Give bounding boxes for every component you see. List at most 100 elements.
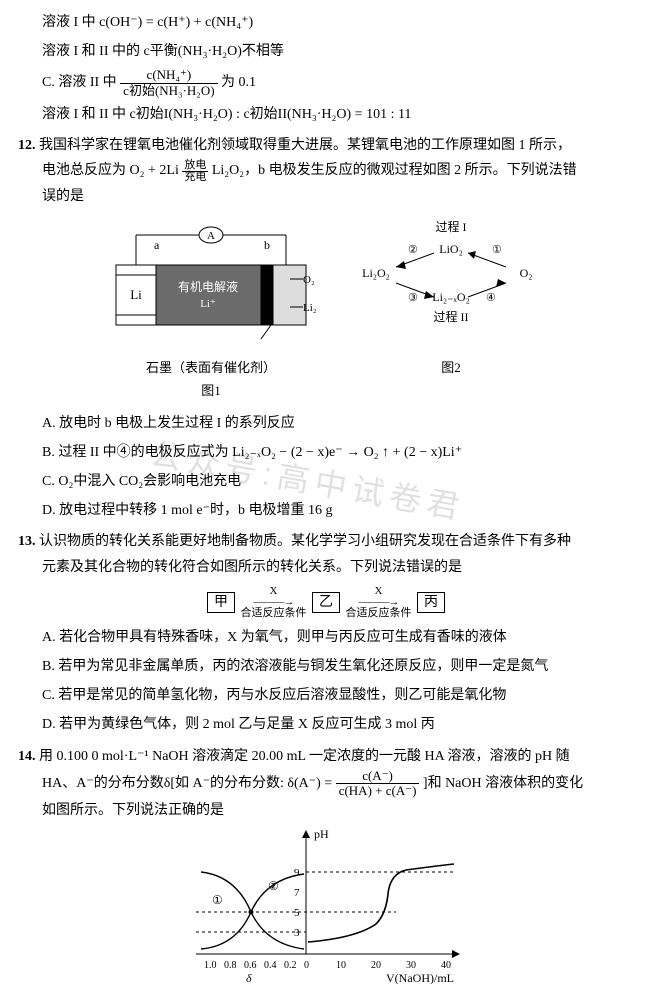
q12-text3: 误的是 (42, 184, 634, 209)
q13-scheme: 甲 X ———→ 合适反应条件 乙 X ———→ 合适反应条件 丙 (18, 586, 634, 619)
arrow-2: X ———→ 合适反应条件 (346, 586, 412, 619)
text: O₂中混入 CO₂会影响电池充电 (58, 474, 241, 489)
q12-option-d: D. 放电过程中转移 1 mol e⁻时，b 电极增重 16 g (42, 498, 634, 523)
text: 放电过程中转移 1 mol e⁻时，b 电极增重 16 g (59, 503, 332, 518)
denominator: c初始(NH₃·H₂O) (120, 84, 217, 98)
titration-chart: pH 3 5 7 9 ① ② 1.0 0.8 0.6 0.4 0.2 0 10 (176, 824, 476, 984)
text: Li₂O₂，b 电极发生反应的微观过程如图 2 所示。下列说法错 (212, 163, 577, 178)
ammeter-label: A (207, 230, 215, 242)
li2xo2-node: Li₂₋ₓO₂ (432, 290, 470, 304)
q14-number: 14. (18, 749, 36, 764)
q11-option-b: 溶液 I 和 II 中的 c平衡(NH₃·H₂O)不相等 (42, 39, 634, 64)
process-diagram: 过程 I LiO₂ Li₂O₂ O₂ Li₂₋ₓO₂ ① ② ③ ④ 过程 II (356, 217, 546, 347)
box-bing: 丙 (417, 592, 445, 614)
arrow-1: X ———→ 合适反应条件 (241, 586, 307, 619)
text: HA、A⁻的分布分数δ[如 A⁻的分布分数: δ(A⁻) = (42, 776, 336, 791)
terminal-a: a (154, 238, 160, 252)
graphite-label: 石墨（表面有催化剂） (106, 356, 316, 379)
circle-2: ② (408, 244, 418, 256)
svg-text:0.4: 0.4 (264, 960, 277, 971)
text: 若化合物甲具有特殊香味，X 为氧气，则甲与丙反应可生成有香味的液体 (59, 630, 507, 645)
q13-option-d: D. 若甲为黄绿色气体，则 2 mol 乙与足量 X 反应可生成 3 mol 丙 (42, 712, 634, 737)
text: 溶液 I 中 c(OH⁻) = c(H⁺) + c(NH₄⁺) (42, 15, 253, 30)
xlabel-right: V(NaOH)/mL (386, 971, 454, 984)
arrow-top: 放电 (182, 160, 208, 172)
box-jia: 甲 (207, 592, 235, 614)
q12-text2: 电池总反应为 O₂ + 2Li 放电 充电 Li₂O₂，b 电极发生反应的微观过… (42, 158, 634, 183)
text: 溶液 I 和 II 中的 c平衡(NH₃·H₂O)不相等 (42, 44, 284, 59)
q14: 14. 用 0.100 0 mol·L⁻¹ NaOH 溶液滴定 20.00 mL… (18, 744, 634, 993)
q12-text1: 我国科学家在锂氧电池催化剂领域取得重大进展。某锂氧电池的工作原理如图 1 所示， (39, 138, 571, 153)
ylabel: pH (314, 827, 329, 841)
circle-1: ① (492, 244, 502, 256)
xlabel-left: δ (246, 971, 252, 984)
denominator: c(HA) + c(A⁻) (336, 784, 420, 798)
li2o2-label: Li₂O₂ (303, 302, 316, 314)
text: 溶液 I 和 II 中 c初始I(NH₃·H₂O) : c初始II(NH₃·H₂… (42, 107, 411, 122)
q12-option-b: B. 过程 II 中④的电极反应式为 Li₂₋ₓO₂ − (2 − x)e⁻ →… (42, 440, 634, 465)
svg-text:7: 7 (294, 887, 300, 899)
li-ion-label: Li⁺ (200, 298, 216, 310)
q13-text2: 元素及其化合物的转化符合如图所示的转化关系。下列说法错误的是 (42, 555, 634, 580)
q13-text1: 认识物质的转化关系能更好地制备物质。某化学学习小组研究发现在合适条件下有多种 (39, 534, 571, 549)
q13: 13. 认识物质的转化关系能更好地制备物质。某化学学习小组研究发现在合适条件下有… (18, 529, 634, 737)
numerator: c(NH₄⁺) (120, 68, 217, 83)
q11-option-a: 溶液 I 中 c(OH⁻) = c(H⁺) + c(NH₄⁺) (42, 10, 634, 35)
q11-option-c: C. 溶液 II 中 c(NH₄⁺) c初始(NH₃·H₂O) 为 0.1 (42, 68, 634, 98)
fraction: c(NH₄⁺) c初始(NH₃·H₂O) (120, 68, 217, 98)
svg-text:20: 20 (371, 960, 381, 971)
svg-text:3: 3 (294, 927, 300, 939)
eq-arrow: 放电 充电 (182, 160, 208, 183)
q14-text2: HA、A⁻的分布分数δ[如 A⁻的分布分数: δ(A⁻) = c(A⁻) c(H… (42, 769, 634, 799)
text: 为 0.1 (221, 75, 256, 90)
svg-text:0.8: 0.8 (224, 960, 237, 971)
svg-text:1.0: 1.0 (204, 960, 217, 971)
q12-option-a: A. 放电时 b 电极上发生过程 I 的系列反应 (42, 411, 634, 436)
q14-text1: 用 0.100 0 mol·L⁻¹ NaOH 溶液滴定 20.00 mL 一定浓… (39, 749, 570, 764)
circle-3: ③ (408, 292, 418, 304)
svg-text:5: 5 (294, 907, 300, 919)
q13-option-c: C. 若甲是常见的简单氢化物，丙与水反应后溶液显酸性，则乙可能是氧化物 (42, 683, 634, 708)
numerator: c(A⁻) (336, 769, 420, 784)
q12-figures: A a b Li 有机电解液 Li⁺ O₂ Li₂O₂ 石墨（表面有催化剂） 图… (18, 217, 634, 403)
text: ]和 NaOH 溶液体积的变化 (423, 776, 583, 791)
arrow-bot: 合适反应条件 (241, 608, 307, 619)
q13-number: 13. (18, 534, 36, 549)
mark-2: ② (268, 879, 279, 893)
q12: 12. 我国科学家在锂氧电池催化剂领域取得重大进展。某锂氧电池的工作原理如图 1… (18, 133, 634, 523)
text: 放电时 b 电极上发生过程 I 的系列反应 (59, 416, 295, 431)
text: 溶液 II 中 (58, 75, 116, 90)
q14-text3: 如图所示。下列说法正确的是 (42, 798, 634, 823)
process1-label: 过程 I (436, 219, 467, 234)
lio2-node: LiO₂ (439, 242, 463, 256)
q12-number: 12. (18, 138, 36, 153)
o2-node: O₂ (520, 266, 533, 280)
q14-chart: pH 3 5 7 9 ① ② 1.0 0.8 0.6 0.4 0.2 0 10 (18, 824, 634, 993)
svg-text:10: 10 (336, 960, 346, 971)
figure-1: A a b Li 有机电解液 Li⁺ O₂ Li₂O₂ 石墨（表面有催化剂） 图… (106, 217, 316, 403)
li2o2-node: Li₂O₂ (362, 266, 390, 280)
o2-label: O₂ (303, 274, 315, 286)
fig1-caption: 图1 (106, 379, 316, 402)
svg-text:30: 30 (406, 960, 416, 971)
svg-text:9: 9 (294, 867, 300, 879)
circle-4: ④ (486, 292, 496, 304)
svg-text:40: 40 (441, 960, 451, 971)
fraction: c(A⁻) c(HA) + c(A⁻) (336, 769, 420, 799)
mark-1: ① (212, 893, 223, 907)
electrolyte-label: 有机电解液 (178, 279, 238, 294)
figure-2: 过程 I LiO₂ Li₂O₂ O₂ Li₂₋ₓO₂ ① ② ③ ④ 过程 II… (356, 217, 546, 403)
q13-option-b: B. 若甲为常见非金属单质，丙的浓溶液能与铜发生氧化还原反应，则甲一定是氮气 (42, 654, 634, 679)
li-label: Li (130, 287, 142, 302)
arrow-bot: 合适反应条件 (346, 608, 412, 619)
q12-option-c: C. O₂中混入 CO₂会影响电池充电 (42, 469, 634, 494)
terminal-b: b (264, 238, 270, 252)
q11-option-d: 溶液 I 和 II 中 c初始I(NH₃·H₂O) : c初始II(NH₃·H₂… (42, 102, 634, 127)
text: 过程 II 中④的电极反应式为 Li₂₋ₓO₂ − (2 − x)e⁻ → O₂… (58, 445, 462, 460)
svg-text:0.6: 0.6 (244, 960, 257, 971)
text: 若甲为常见非金属单质，丙的浓溶液能与铜发生氧化还原反应，则甲一定是氮气 (58, 659, 548, 674)
text: 若甲为黄绿色气体，则 2 mol 乙与足量 X 反应可生成 3 mol 丙 (59, 717, 435, 732)
process2-label: 过程 II (434, 309, 469, 324)
q13-option-a: A. 若化合物甲具有特殊香味，X 为氧气，则甲与丙反应可生成有香味的液体 (42, 625, 634, 650)
arrow-bot: 充电 (182, 172, 208, 183)
